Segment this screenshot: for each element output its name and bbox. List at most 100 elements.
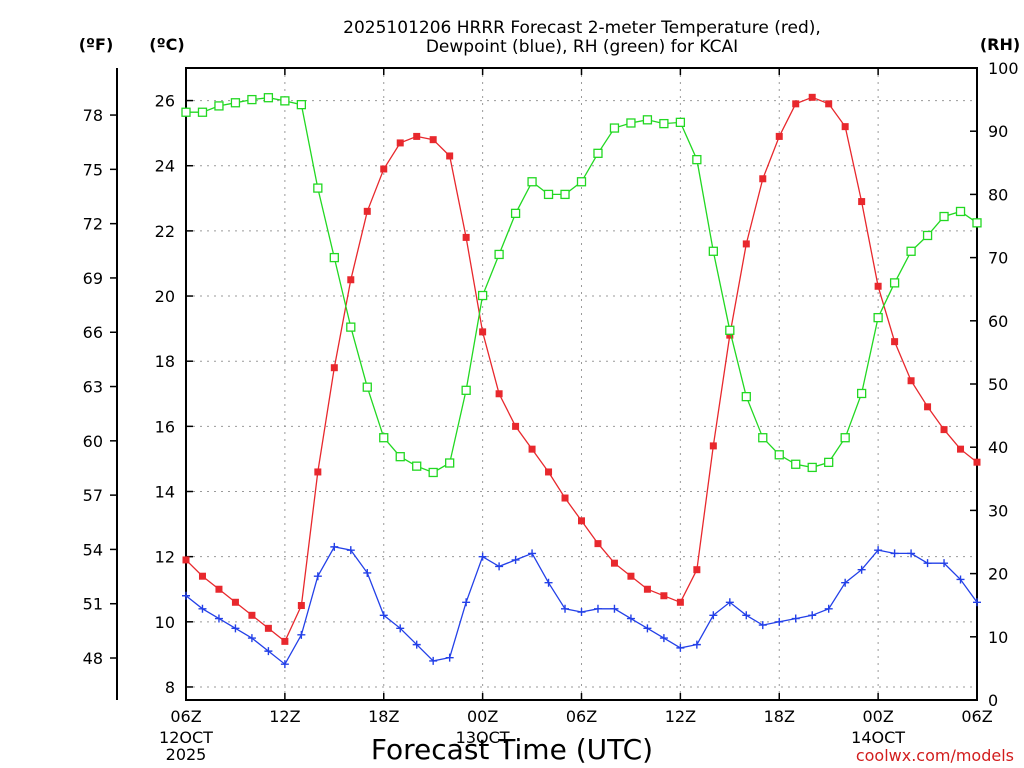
fahrenheit-tick-label: 75 <box>83 160 103 179</box>
celsius-tick-label: 24 <box>155 157 175 176</box>
x-tick-label: 12Z <box>665 707 696 726</box>
dewpoint-data-point <box>626 614 635 623</box>
axes <box>110 67 978 701</box>
dewpoint-data-point <box>907 549 916 558</box>
rh-data-point <box>313 183 323 193</box>
x-tick-label: 00Z <box>467 707 498 726</box>
2-meter-temperature-data-point <box>561 494 569 502</box>
dewpoint-data-point <box>462 598 471 607</box>
fahrenheit-tick-label: 78 <box>83 106 103 125</box>
dewpoint-data-point <box>264 647 273 656</box>
rh-data-point <box>214 101 224 111</box>
2-meter-temperature-data-point <box>578 517 585 525</box>
dewpoint-data-point <box>297 630 306 639</box>
celsius-tick-label: 20 <box>155 287 175 306</box>
dewpoint-data-point <box>214 614 223 623</box>
rh-data-point <box>955 206 966 217</box>
2-meter-temperature-data-point <box>479 328 487 336</box>
celsius-tick-label: 16 <box>155 417 175 436</box>
chart-title-line-2: Dewpoint (blue), RH (green) for KCAI <box>426 37 738 57</box>
rh-unit-label: (RH) <box>980 35 1020 54</box>
dewpoint-data-point <box>725 598 734 607</box>
rh-data-point <box>477 290 488 301</box>
2-meter-temperature-data-point <box>610 559 618 567</box>
x-date-label: 2025 <box>166 745 207 764</box>
fahrenheit-tick-label: 60 <box>83 432 103 451</box>
x-axis-title: Forecast Time (UTC) <box>371 733 653 766</box>
fahrenheit-tick-label: 51 <box>83 595 103 614</box>
rh-data-point <box>527 177 537 187</box>
rh-data-point <box>807 462 817 473</box>
2-meter-temperature-data-point <box>281 637 289 645</box>
rh-data-point <box>395 452 405 462</box>
2-meter-temperature-data-point <box>627 572 635 580</box>
celsius-tick-label: 14 <box>155 483 175 502</box>
dewpoint-data-point <box>495 562 504 571</box>
rh-tick-label: 60 <box>988 312 1008 331</box>
rh-data-point <box>593 148 603 158</box>
2-meter-temperature-data-point <box>215 585 223 593</box>
2-meter-temperature-data-point <box>512 422 520 430</box>
dewpoint-data-point <box>577 608 586 617</box>
dewpoint-data-point <box>940 559 949 568</box>
dewpoint-data-point <box>544 578 553 587</box>
2-meter-temperature-data-point <box>363 207 371 215</box>
dewpoint-data-point <box>841 578 850 587</box>
rh-tick-label: 40 <box>988 438 1008 457</box>
rh-data-point <box>906 246 916 256</box>
dewpoint-data-point <box>824 604 833 613</box>
dewpoint-data-point <box>528 549 537 558</box>
2-meter-temperature-data-point <box>396 139 404 147</box>
dewpoint-data-point <box>429 656 438 665</box>
rh-data-point <box>758 433 768 443</box>
rh-data-point <box>412 461 422 471</box>
2-meter-temperature-data-point <box>775 132 783 140</box>
2-meter-temperature-data-point <box>841 123 849 131</box>
rh-data-point <box>230 98 241 108</box>
fahrenheit-unit-label: (ºF) <box>79 35 114 54</box>
celsius-tick-label: 8 <box>165 678 175 697</box>
2-meter-temperature-data-point <box>347 276 355 284</box>
x-tick-label: 06Z <box>170 707 201 726</box>
dewpoint-data-point <box>775 617 784 626</box>
rh-data-point <box>346 322 356 332</box>
2-meter-temperature-data-point <box>808 93 816 101</box>
rh-data-point <box>939 211 949 222</box>
x-tick-label: 18Z <box>368 707 399 726</box>
rh-data-point <box>280 96 290 106</box>
2-meter-temperature-data-point <box>660 592 668 600</box>
rh-data-point <box>873 312 883 323</box>
2-meter-temperature-data-point <box>495 390 503 398</box>
rh-data-point <box>626 118 636 128</box>
rh-data-point <box>741 391 751 402</box>
x-tick-label: 00Z <box>862 707 893 726</box>
rh-data-point <box>247 94 257 105</box>
x-date-label: 14OCT <box>851 728 905 747</box>
2-meter-temperature-data-point <box>198 572 206 580</box>
x-tick-label: 12Z <box>269 707 300 726</box>
x-date-label: 12OCT <box>159 728 213 747</box>
rh-tick-label: 50 <box>988 375 1008 394</box>
data-series <box>181 93 982 669</box>
dewpoint-data-point <box>857 565 866 574</box>
2-meter-temperature-data-point <box>759 175 767 183</box>
dewpoint-data-point <box>874 546 883 555</box>
rh-data-point <box>197 107 208 117</box>
celsius-tick-label: 22 <box>155 222 175 241</box>
fahrenheit-tick-label: 66 <box>83 323 103 342</box>
rh-tick-label: 100 <box>988 59 1019 78</box>
2-meter-temperature-data-point <box>709 442 717 450</box>
dewpoint-data-point <box>709 611 718 620</box>
x-tick-label: 06Z <box>961 707 992 726</box>
celsius-unit-label: (ºC) <box>149 35 184 54</box>
dewpoint-data-point <box>445 653 454 662</box>
2-meter-temperature-data-point <box>594 540 602 548</box>
2-meter-temperature-data-point <box>380 165 388 173</box>
rh-data-point <box>494 249 504 260</box>
rh-data-point <box>428 467 438 478</box>
dewpoint-data-point <box>956 575 965 584</box>
2-meter-temperature-data-point <box>248 611 256 619</box>
plot-frame <box>185 67 978 701</box>
rh-data-point <box>840 433 850 443</box>
